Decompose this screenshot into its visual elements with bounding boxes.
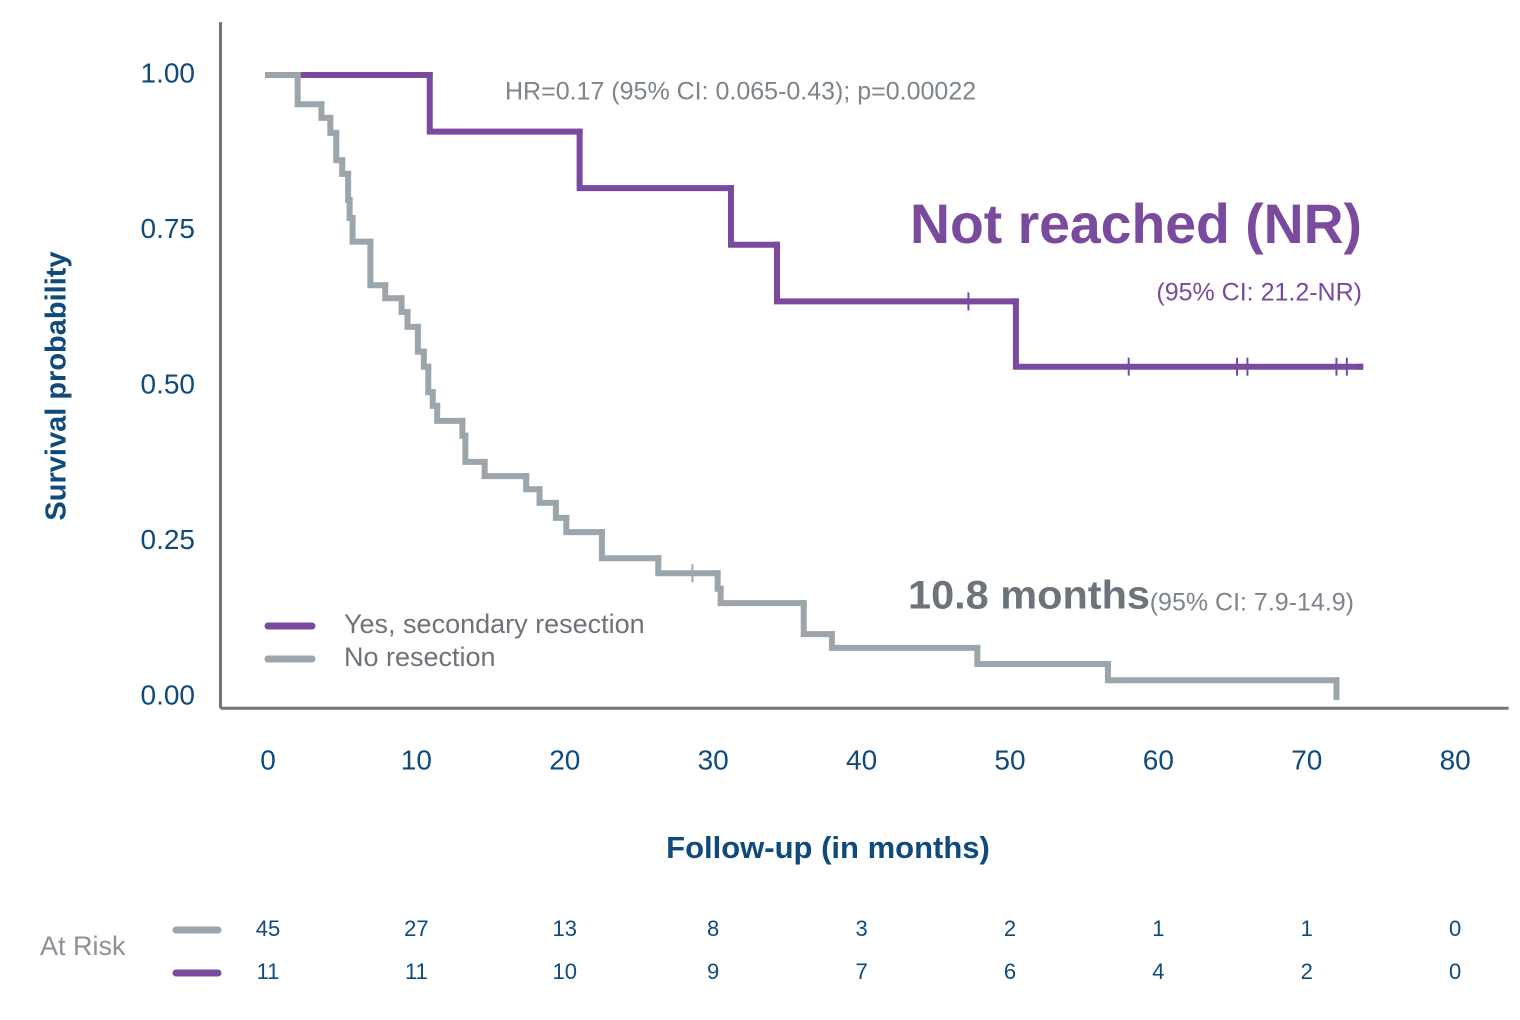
at-risk-count: 11 — [257, 959, 280, 984]
survival-step — [655, 555, 721, 577]
at-risk-count: 6 — [1004, 959, 1016, 984]
survival-step — [333, 129, 346, 164]
survival-step — [426, 71, 583, 135]
x-tick-label: 70 — [1291, 744, 1322, 775]
survival-step — [382, 282, 405, 302]
survival-step — [552, 499, 570, 521]
survival-step — [536, 486, 559, 506]
survival-step — [598, 529, 662, 562]
survival-step — [773, 241, 1019, 305]
at-risk-count: 2 — [1004, 916, 1016, 941]
y-tick-label: 1.00 — [141, 57, 196, 88]
annotation: (95% CI: 7.9-14.9) — [1150, 589, 1354, 617]
survival-step — [1104, 661, 1340, 684]
legend-label: Yes, secondary resection — [344, 609, 645, 639]
y-tick-label: 0.00 — [141, 679, 196, 710]
annotation: (95% CI: 21.2-NR) — [1156, 279, 1362, 307]
at-risk-count: 11 — [405, 959, 428, 984]
survival-step — [523, 473, 543, 493]
survival-step — [828, 631, 981, 651]
at-risk-count: 27 — [404, 916, 428, 941]
survival-step — [425, 363, 436, 396]
x-tick-label: 80 — [1440, 744, 1471, 775]
survival-step — [576, 128, 734, 192]
survival-step — [727, 185, 780, 248]
survival-step — [434, 402, 466, 424]
at-risk-count: 0 — [1449, 916, 1461, 941]
at-risk-count: 1 — [1152, 916, 1164, 941]
legend-label: No resection — [344, 642, 496, 672]
annotation: HR=0.17 (95% CI: 0.065-0.43); p=0.00022 — [505, 78, 976, 106]
at-risk-label: At Risk — [40, 931, 126, 961]
survival-step — [717, 585, 807, 607]
at-risk-count: 10 — [553, 959, 577, 984]
x-tick-label: 10 — [401, 744, 432, 775]
survival-step — [481, 458, 530, 480]
survival-step — [1012, 298, 1364, 370]
survival-step — [294, 71, 325, 108]
annotation: Not reached (NR) — [910, 192, 1362, 255]
x-tick-label: 0 — [260, 744, 276, 775]
at-risk-count: 45 — [256, 916, 280, 941]
survival-step — [367, 238, 389, 289]
at-risk-count: 4 — [1152, 959, 1164, 984]
at-risk-count: 8 — [707, 916, 719, 941]
at-risk-count: 0 — [1449, 959, 1461, 984]
x-tick-label: 20 — [549, 744, 580, 775]
survival-step — [414, 323, 427, 355]
y-tick-label: 0.25 — [141, 524, 196, 555]
survival-step — [974, 644, 1111, 668]
survival-step — [349, 215, 374, 245]
at-risk-count: 9 — [707, 959, 719, 984]
at-risk-count: 1 — [1301, 916, 1313, 941]
survival-step — [800, 600, 835, 638]
survival-step — [345, 170, 353, 204]
survival-step — [563, 514, 605, 536]
x-tick-label: 30 — [698, 744, 729, 775]
x-tick-label: 40 — [846, 744, 877, 775]
x-tick-label: 50 — [994, 744, 1025, 775]
y-tick-label: 0.75 — [141, 213, 196, 244]
annotation: 10.8 months — [908, 574, 1150, 618]
y-axis-label: Survival probability — [41, 251, 73, 520]
at-risk-count: 2 — [1301, 959, 1313, 984]
y-tick-label: 0.50 — [141, 368, 196, 399]
at-risk-count: 3 — [855, 916, 867, 941]
x-tick-label: 60 — [1143, 744, 1174, 775]
survival-step — [404, 308, 421, 330]
x-axis-label: Follow-up (in months) — [666, 830, 990, 865]
survival-step — [462, 432, 488, 465]
at-risk-count: 7 — [855, 959, 867, 984]
at-risk-count: 13 — [553, 916, 577, 941]
